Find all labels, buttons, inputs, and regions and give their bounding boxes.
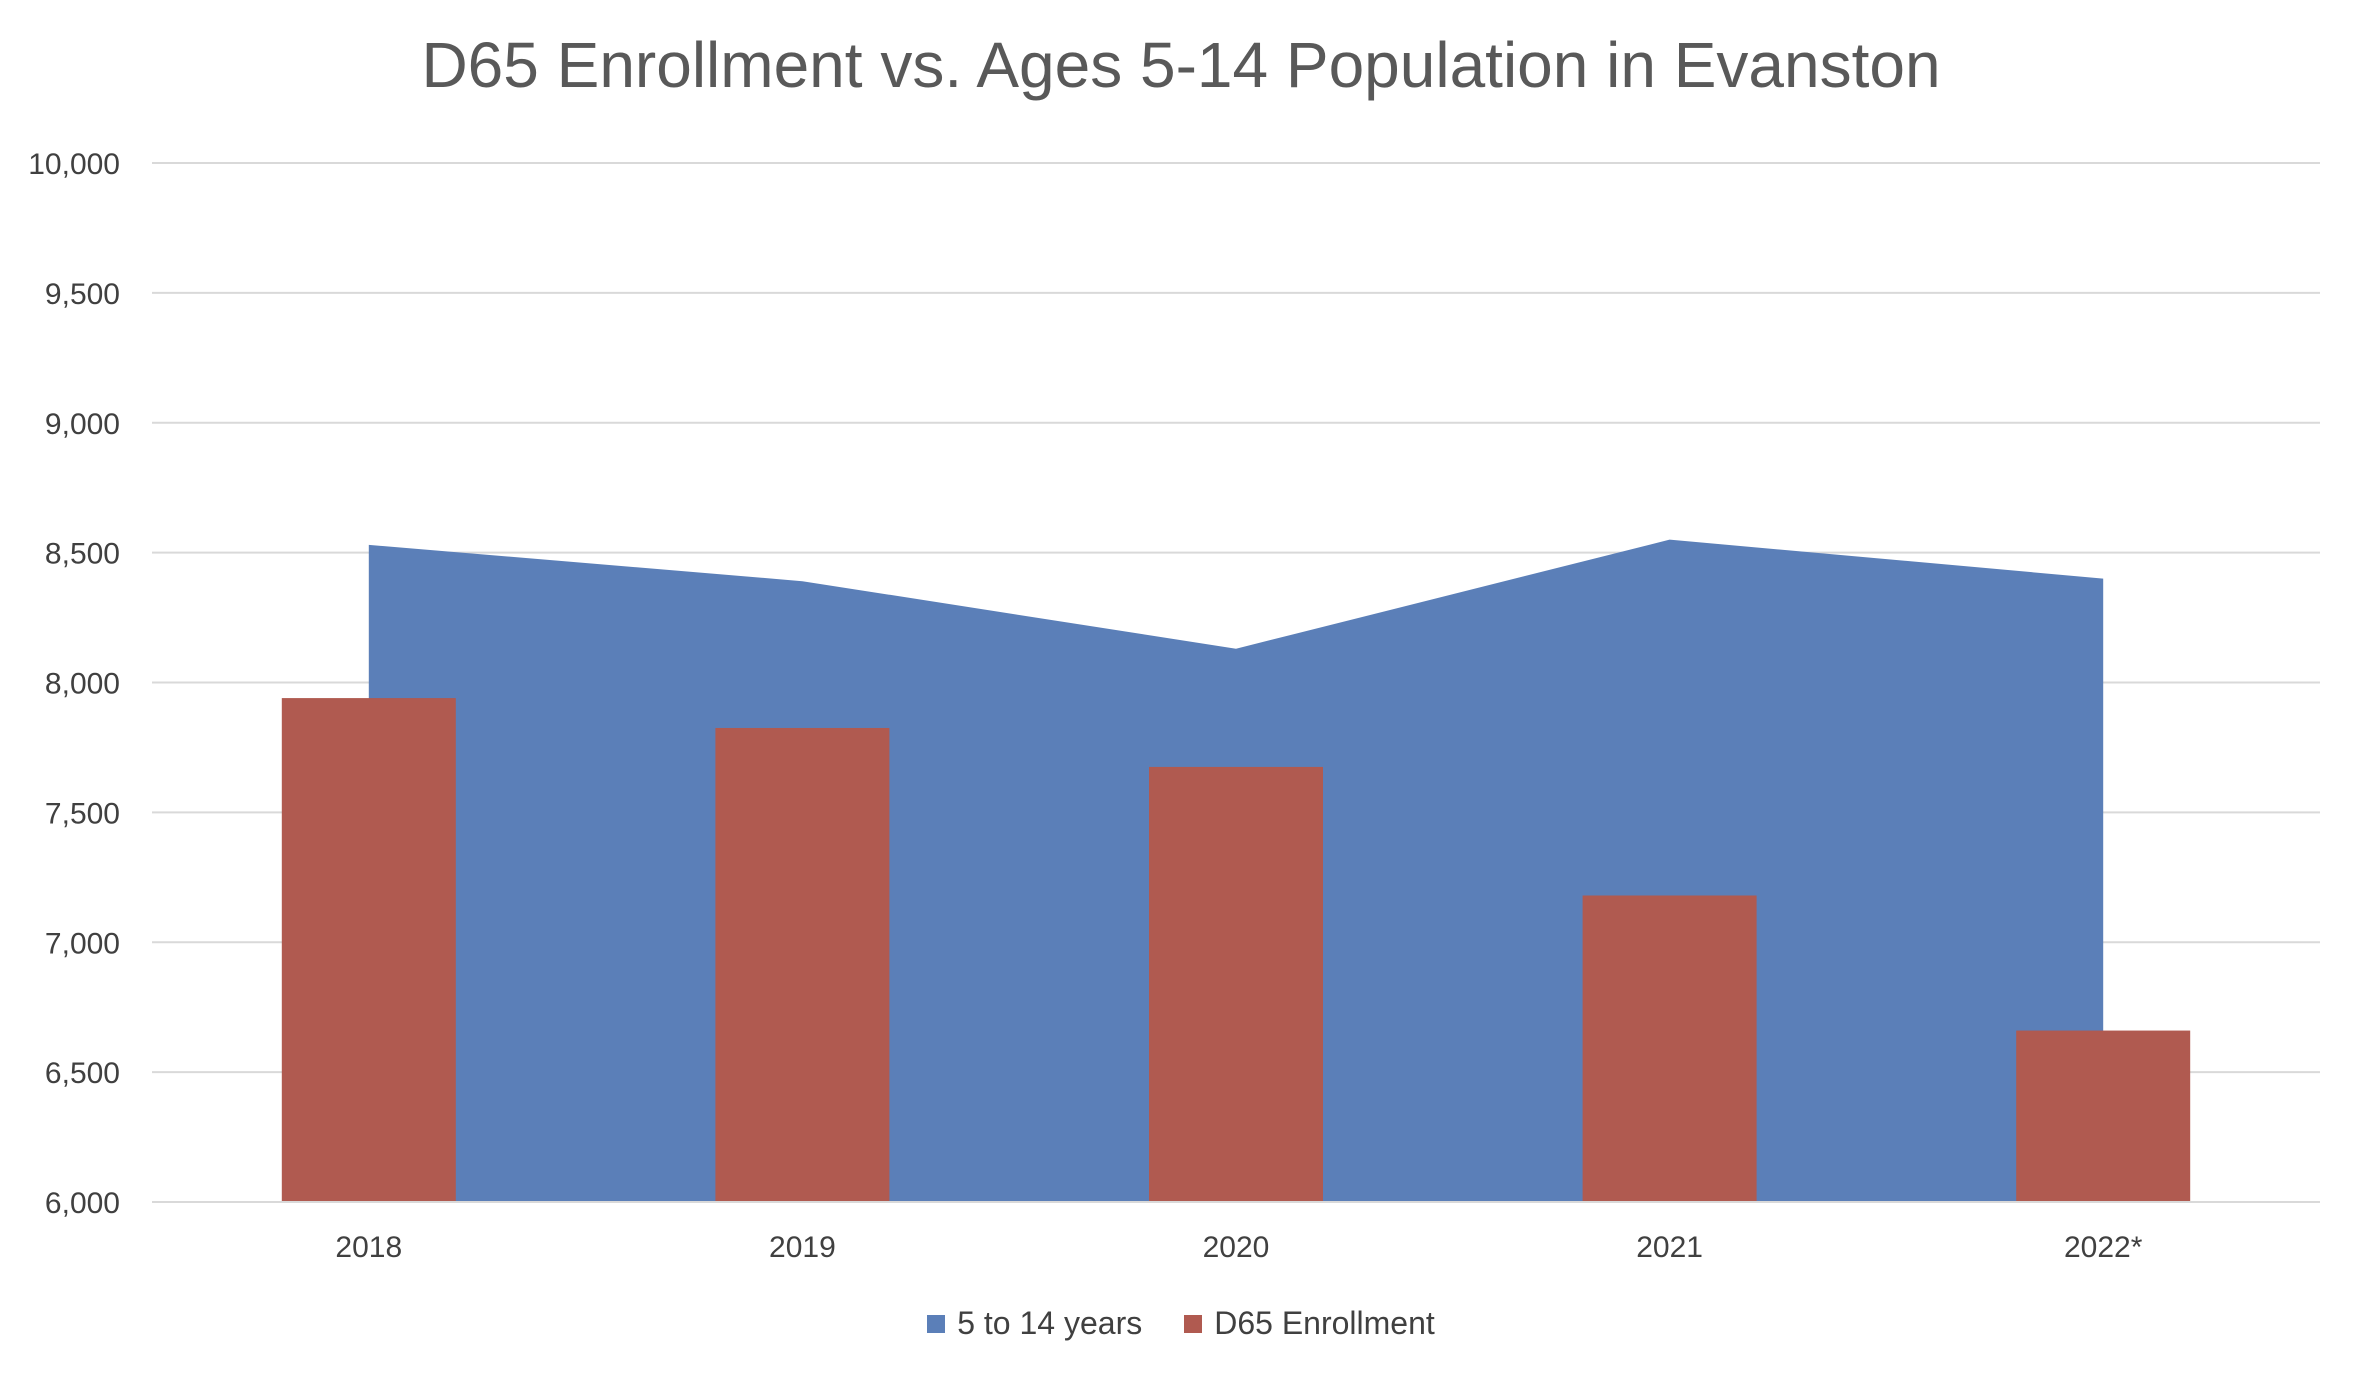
y-tick-label: 8,500 xyxy=(45,538,120,571)
bar-enrollment xyxy=(1149,766,1323,1202)
x-tick-label: 2018 xyxy=(335,1231,402,1264)
x-tick-label: 2022* xyxy=(2064,1231,2143,1264)
y-tick-label: 7,000 xyxy=(45,927,120,960)
legend-label-population: 5 to 14 years xyxy=(957,1305,1143,1341)
y-tick-label: 9,000 xyxy=(45,408,120,441)
legend-swatch-population xyxy=(927,1314,946,1333)
y-tick-label: 8,000 xyxy=(45,668,120,701)
chart-legend: 5 to 14 years D65 Enrollment xyxy=(0,1305,2362,1342)
x-tick-label: 2021 xyxy=(1636,1231,1703,1264)
y-tick-label: 6,500 xyxy=(45,1057,120,1090)
bar-enrollment xyxy=(2016,1030,2191,1202)
y-tick-label: 6,000 xyxy=(45,1187,120,1220)
legend-item-enrollment: D65 Enrollment xyxy=(1184,1305,1435,1342)
legend-label-enrollment: D65 Enrollment xyxy=(1214,1305,1435,1341)
y-tick-label: 10,000 xyxy=(28,148,120,181)
bar-enrollment xyxy=(1582,895,1757,1202)
chart-title: D65 Enrollment vs. Ages 5-14 Population … xyxy=(421,29,1941,101)
bar-enrollment xyxy=(715,727,890,1202)
y-tick-label: 7,500 xyxy=(45,797,120,830)
bar-enrollment xyxy=(281,698,456,1202)
x-tick-label: 2019 xyxy=(769,1231,836,1264)
legend-item-population: 5 to 14 years xyxy=(927,1305,1142,1342)
y-tick-label: 9,500 xyxy=(45,278,120,311)
x-tick-label: 2020 xyxy=(1203,1231,1270,1264)
legend-swatch-enrollment xyxy=(1184,1314,1203,1333)
